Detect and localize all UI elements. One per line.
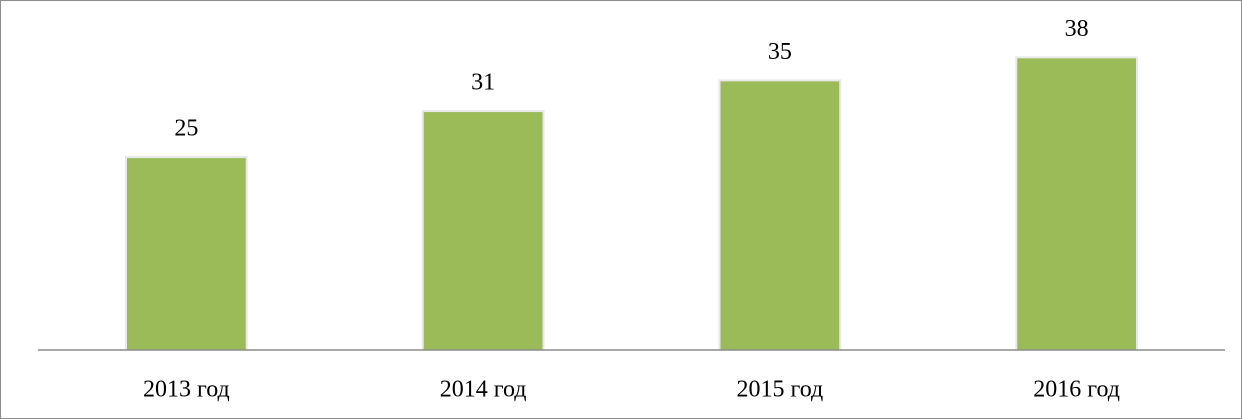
bar [720,81,840,350]
x-tick-label: 2013 год [143,377,230,403]
data-label: 25 [174,116,198,142]
bar [127,158,246,350]
bar [1017,58,1136,350]
bar [423,112,543,350]
x-tick-label: 2015 год [736,377,823,403]
x-tick-label: 2014 год [440,377,527,403]
data-label: 35 [768,39,792,65]
x-tick-label: 2016 год [1033,377,1120,403]
data-label: 31 [471,70,495,96]
data-label: 38 [1065,16,1089,42]
